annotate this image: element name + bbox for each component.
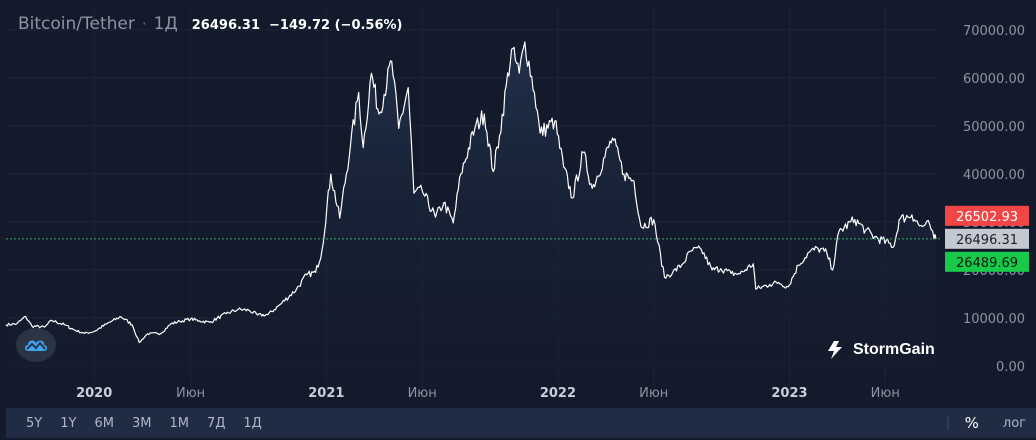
log-scale-button[interactable]: лог: [1002, 415, 1026, 431]
period-button-3[interactable]: 3M: [131, 415, 152, 431]
y-tick-label: 60000.00: [963, 72, 1025, 87]
y-tick-label: 40000.00: [963, 168, 1025, 183]
x-tick-label: Июн: [639, 386, 668, 401]
price-label-text-ask: 26502.93: [956, 210, 1018, 225]
y-tick-label: 50000.00: [963, 120, 1025, 135]
period-button-5[interactable]: 7Д: [206, 415, 226, 431]
y-tick-label: 0.00: [996, 360, 1025, 375]
price-line: [5, 41, 937, 344]
period-button-2[interactable]: 6M: [94, 415, 114, 431]
scroll-handle[interactable]: [946, 416, 949, 430]
price-change: −149.72 (−0.56%): [269, 18, 403, 33]
interval-label: 1Д: [153, 14, 178, 34]
x-tick-label: Июн: [408, 386, 437, 401]
period-selector: 5Y 1Y 6M 3M 1M 7Д 1Д: [6, 416, 271, 431]
x-tick-label: 2020: [76, 386, 112, 401]
price-label-last: [945, 228, 1029, 249]
y-tick-label: 70000.00: [963, 24, 1025, 39]
x-tick-label: 2021: [308, 386, 344, 401]
period-button-0[interactable]: 5Y: [26, 415, 43, 431]
symbol-name: Bitcoin/Tether: [18, 14, 135, 34]
bottom-toolbar: 5Y 1Y 6M 3M 1M 7Д 1Д % лог: [6, 408, 1036, 438]
price-label-bid: [945, 251, 1029, 272]
legend-separator: ·: [141, 15, 147, 33]
x-tick-label: 2023: [771, 386, 807, 401]
x-tick-label: Июн: [176, 386, 205, 401]
period-button-6[interactable]: 1Д: [243, 415, 262, 431]
x-tick-label: 2022: [540, 386, 576, 401]
stormgain-bolt-icon: [828, 341, 842, 359]
y-tick-label: 10000.00: [963, 312, 1025, 327]
chart-legend: Bitcoin/Tether · 1Д 26496.31 −149.72 (−0…: [18, 14, 403, 34]
period-button-4[interactable]: 1M: [169, 415, 189, 431]
x-tick-label: Июн: [871, 386, 900, 401]
brand-watermark: StormGain: [825, 340, 935, 360]
brand-name: StormGain: [853, 341, 935, 358]
last-price-value: 26496.31: [191, 18, 261, 33]
price-area-fill: [6, 42, 936, 402]
price-label-ask: [945, 205, 1029, 226]
percent-scale-button[interactable]: %: [964, 414, 979, 432]
price-label-text-last: 26496.31: [956, 233, 1018, 248]
y-axis[interactable]: 0.0010000.0020000.0030000.0040000.005000…: [963, 24, 1025, 375]
price-label-text-bid: 26489.69: [956, 256, 1018, 271]
period-button-1[interactable]: 1Y: [60, 415, 77, 431]
x-axis[interactable]: 2020 Июн 2021 Июн 2022 Июн 2023 Июн: [76, 386, 900, 401]
cloud-logo-icon[interactable]: [16, 328, 56, 362]
price-labels: 26502.93 26496.31 26489.69: [945, 205, 1029, 272]
